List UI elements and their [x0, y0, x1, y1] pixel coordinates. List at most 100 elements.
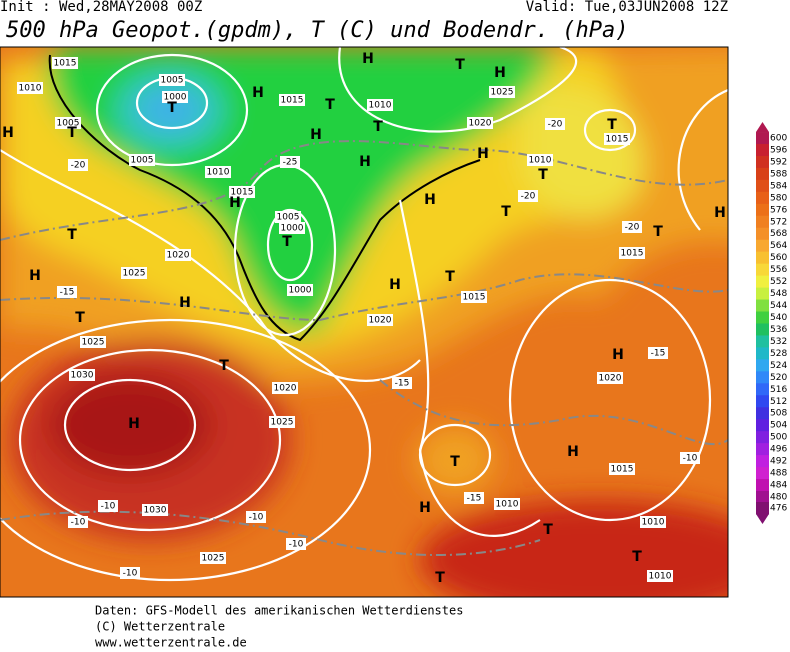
contour-label: -10: [123, 569, 138, 579]
label-box: [80, 336, 106, 348]
pressure-center: T: [75, 310, 85, 326]
label-box: [647, 570, 673, 582]
colorbar-swatch: [756, 443, 769, 456]
colorbar-label: 524: [770, 361, 787, 371]
label-box: [121, 267, 147, 279]
colorbar-label: 536: [770, 325, 787, 335]
label-box: [494, 498, 520, 510]
colorbar-swatch: [756, 359, 769, 372]
label-box: [69, 369, 95, 381]
contour-label: -20: [548, 120, 563, 130]
label-box: [200, 552, 226, 564]
contour-label: 1030: [71, 371, 94, 381]
colorbar-label: 596: [770, 145, 787, 155]
label-box: [55, 117, 81, 129]
footer-line: www.wetterzentrale.de: [95, 636, 247, 649]
pressure-center: T: [219, 358, 229, 374]
pressure-center: T: [632, 549, 642, 565]
contour-label: 1010: [649, 572, 672, 582]
colorbar-label: 584: [770, 181, 787, 191]
contour-label: -15: [467, 494, 482, 504]
colorbar-swatch: [756, 407, 769, 420]
colorbar-label: 552: [770, 277, 787, 287]
colorbar-swatch: [756, 455, 769, 468]
pressure-center: H: [494, 65, 506, 81]
colorbar-label: 480: [770, 493, 787, 503]
colorbar-swatch: [756, 371, 769, 384]
pressure-center: T: [282, 234, 292, 250]
label-box: [159, 74, 185, 86]
contour-label: -10: [101, 502, 116, 512]
colorbar-label: 500: [770, 433, 787, 443]
pressure-center: H: [424, 192, 436, 208]
isobars: [0, 47, 728, 582]
colorbar-label: 488: [770, 469, 787, 479]
label-box: [640, 516, 666, 528]
pressure-center: T: [543, 522, 553, 538]
init-label: Init : Wed,28MAY2008 00Z: [0, 0, 202, 15]
contour-label: -20: [521, 192, 536, 202]
colorbar-swatch: [756, 227, 769, 241]
label-box: [98, 500, 118, 512]
colorbar-label: 588: [770, 169, 787, 179]
pressure-center: H: [612, 347, 624, 363]
colorbar-label: 504: [770, 421, 787, 431]
pressure-center: T: [67, 125, 77, 141]
colorbar-swatch: [756, 323, 769, 336]
label-box: [489, 86, 515, 98]
pressure-center: H: [567, 444, 579, 460]
contour-label: 1015: [621, 249, 644, 259]
contour-label: 1005: [161, 76, 184, 86]
label-box: [392, 377, 412, 389]
colorbar-label: 516: [770, 385, 787, 395]
pressure-center: T: [538, 167, 548, 183]
colorbar-label: 540: [770, 313, 787, 323]
colorbar-swatch: [756, 203, 769, 217]
contour-label: 1015: [54, 59, 77, 69]
contour-label: -25: [283, 158, 298, 168]
colorbar-swatch: [756, 155, 769, 169]
contour-label: 1000: [289, 286, 312, 296]
colorbar-swatch: [756, 191, 769, 205]
colorbar-swatch: [756, 132, 769, 145]
colorbar-label: 508: [770, 409, 787, 419]
contour-label: -10: [683, 454, 698, 464]
label-box: [272, 382, 298, 394]
label-box: [68, 516, 88, 528]
contour-label: -15: [395, 379, 410, 389]
label-box: [165, 249, 191, 261]
colorbar-label: 568: [770, 229, 787, 239]
contour-label: 1015: [611, 465, 634, 475]
label-box: [545, 118, 565, 130]
colorbar-swatch: [756, 239, 769, 253]
contour-label: 1005: [131, 156, 154, 166]
colorbar-swatch: [756, 311, 769, 324]
pressure-center: T: [653, 224, 663, 240]
contour-label: 1025: [202, 554, 225, 564]
label-box: [162, 91, 188, 103]
contour-label: 1015: [463, 293, 486, 303]
colorbar-label: 592: [770, 157, 787, 167]
colorbar-swatch: [756, 419, 769, 432]
colorbar-label: 476: [770, 504, 787, 514]
contour-label: 1020: [469, 119, 492, 129]
pressure-center: H: [477, 146, 489, 162]
map-title: 500 hPa Geopot.(gpdm), T (C) und Bodendr…: [6, 18, 629, 43]
pressure-center: T: [167, 100, 177, 116]
label-box: [275, 211, 301, 223]
contour-label: 1000: [281, 224, 304, 234]
colorbar-label: 532: [770, 337, 787, 347]
colorbar-label: 520: [770, 373, 787, 383]
pressure-center: T: [373, 119, 383, 135]
label-box: [680, 452, 700, 464]
colorbar-swatch: [756, 143, 769, 157]
colorbar-swatch: [756, 479, 769, 492]
pressure-center: H: [714, 205, 726, 221]
label-box: [229, 186, 255, 198]
contour-label: -15: [651, 349, 666, 359]
label-box: [604, 133, 630, 145]
colorbar-arrow: [756, 122, 769, 133]
contour-label: 1010: [529, 156, 552, 166]
